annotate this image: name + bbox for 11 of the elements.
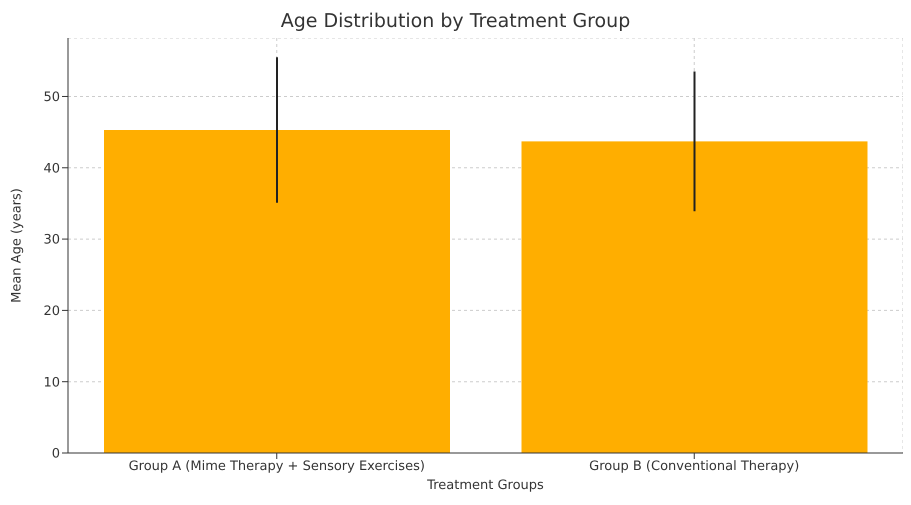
y-tick-label: 40 — [43, 161, 60, 176]
x-tick-label: Group B (Conventional Therapy) — [589, 459, 800, 474]
y-tick-label: 20 — [43, 304, 60, 320]
chart-title: Age Distribution by Treatment Group — [280, 10, 632, 32]
y-tick-label: 10 — [43, 375, 60, 390]
y-tick-label: 0 — [52, 446, 60, 462]
x-axis-title: Treatment Groups — [426, 478, 544, 493]
y-tick-label: 50 — [43, 90, 60, 106]
y-tick-label: 30 — [43, 232, 60, 248]
y-axis-title: Mean Age (years) — [10, 188, 25, 303]
x-tick-label: Group A (Mime Therapy + Sensory Exercises) — [128, 459, 425, 474]
